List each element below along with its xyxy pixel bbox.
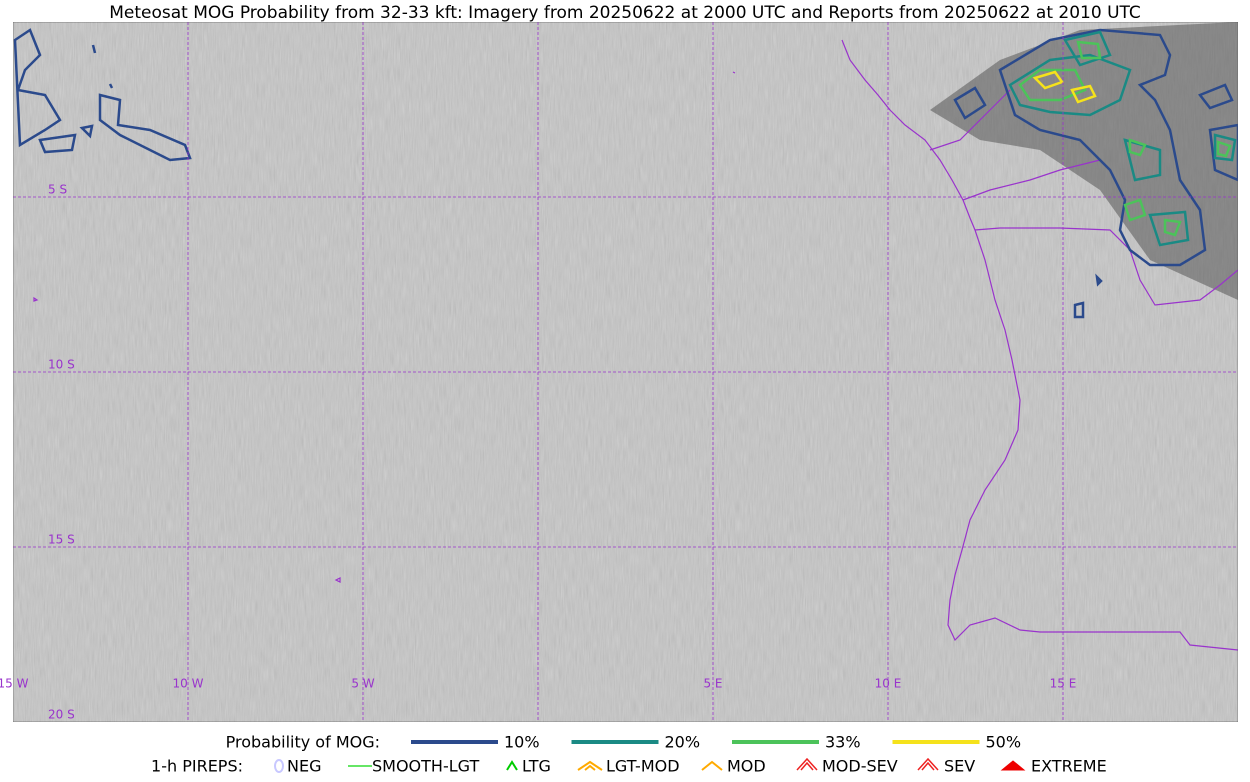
- lon-label: 5 W: [351, 677, 374, 691]
- legend-heading: 1-h PIREPS:: [151, 757, 243, 776]
- lon-label: 5 E: [703, 677, 722, 691]
- legend-label: MOD: [727, 757, 766, 776]
- legend-heading: Probability of MOG:: [226, 733, 380, 752]
- lon-label: 10 E: [875, 677, 902, 691]
- map: [13, 22, 1238, 722]
- lat-label: 10 S: [48, 358, 75, 372]
- pirep-symbol: [701, 760, 723, 771]
- grid-labels: 5 S 10 S 15 S 20 S 15 W 10 W 5 W 5 E 10 E 15 E: [0, 183, 1076, 722]
- legend-label: MOD-SEV: [822, 757, 898, 776]
- legend-label: SMOOTH-LGT: [372, 757, 479, 776]
- pirep-symbol: [796, 757, 818, 771]
- lon-label: 10 W: [173, 677, 204, 691]
- legend-label: SEV: [944, 757, 975, 776]
- legend-label: LTG: [522, 757, 551, 776]
- legend: Probability of MOG: 10% 20% 33% 50% 1-h PIREP…: [151, 733, 1107, 776]
- lat-label: 20 S: [48, 708, 75, 722]
- legend-label: LGT-MOD: [606, 757, 680, 776]
- map-title: Meteosat MOG Probability from 32-33 kft:…: [109, 3, 1141, 23]
- probability-contours: [13, 28, 1238, 319]
- coastline: [33, 39, 1238, 651]
- pirep-symbol: [917, 757, 939, 771]
- legend-label: 10%: [504, 733, 540, 752]
- legend-label: 20%: [665, 733, 701, 752]
- legend-label: 33%: [825, 733, 861, 752]
- pirep-symbol: [506, 760, 518, 771]
- legend-label: EXTREME: [1031, 757, 1107, 776]
- pirep-symbol: [274, 759, 284, 773]
- lon-label: 15 E: [1050, 677, 1077, 691]
- pirep-symbol: [1000, 760, 1026, 771]
- graticule: [13, 22, 1238, 722]
- lon-label: 15 W: [0, 677, 29, 691]
- lat-label: 15 S: [48, 533, 75, 547]
- legend-label: NEG: [287, 757, 321, 776]
- lat-label: 5 S: [48, 183, 67, 197]
- legend-label: 50%: [986, 733, 1022, 752]
- pirep-symbol: [577, 760, 603, 771]
